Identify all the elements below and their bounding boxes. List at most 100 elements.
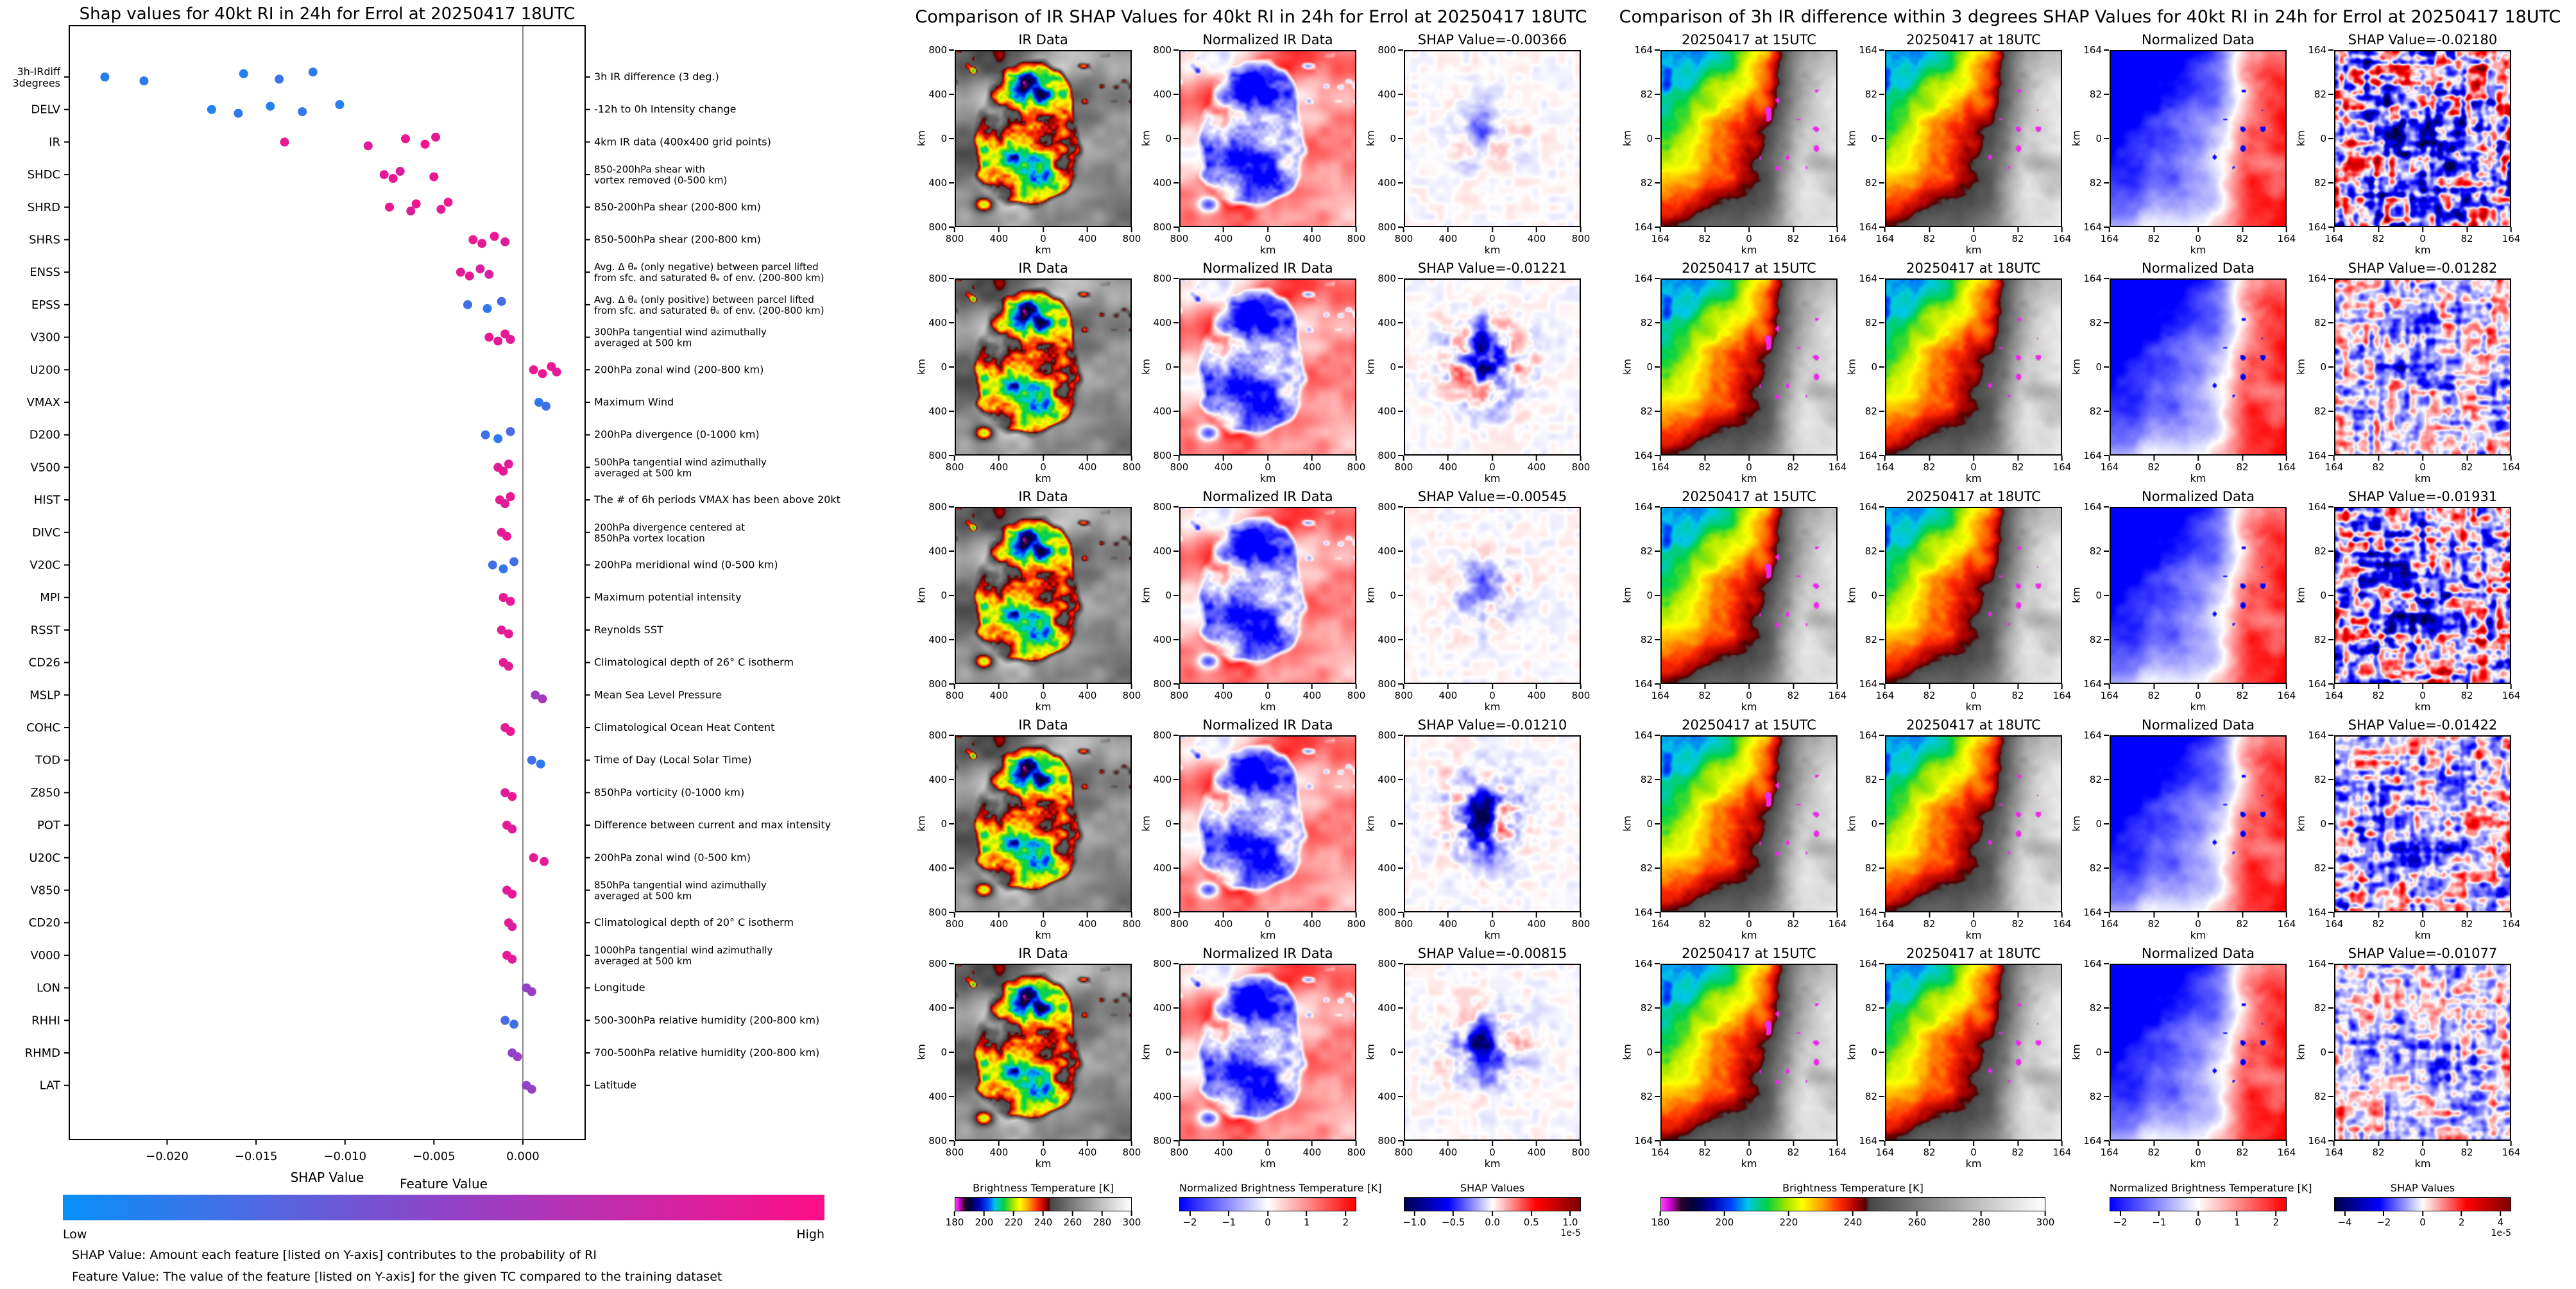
y-ticks: 164 82 0 82 164 — [2307, 958, 2334, 1147]
x-tick: 400 — [989, 912, 1009, 930]
x-axis-label: km — [2190, 244, 2206, 256]
y-tick: 82 — [2089, 545, 2110, 557]
nir-canvas — [1181, 965, 1355, 1140]
y-tick: 82 — [2089, 634, 2110, 645]
normalized-data-panel: Normalized Data km 164 82 0 82 164 164 82 0 82 164 k… — [2070, 488, 2296, 713]
x-axis-label: km — [1741, 244, 1757, 256]
shap-point — [484, 269, 494, 279]
colorbar-inner: SHAP Values −1.0 −0.5 0.0 0.5 1.0 1e-5 — [1403, 1182, 1581, 1238]
feature-label: D200 — [30, 429, 60, 442]
x-axis-label: SHAP Value — [291, 1170, 364, 1185]
y-ticks: 164 82 0 82 164 — [2307, 501, 2334, 690]
ir-18utc-panel: 20250417 at 18UTC km 164 82 0 82 164 164 82 0 82 16… — [1845, 259, 2072, 485]
y-tick: 82 — [1864, 177, 1885, 189]
y-axis-label: km — [1139, 1044, 1152, 1061]
x-tick: 800 — [1122, 1141, 1141, 1158]
y-tick: 800 — [1378, 44, 1403, 56]
feature-label: VMAX — [27, 396, 61, 409]
colorbar-label: SHAP Values — [1460, 1182, 1525, 1194]
x-tick: 800 — [1170, 227, 1189, 244]
y-tick: 0 — [2095, 590, 2109, 601]
y-ticks: 164 82 0 82 164 — [1858, 44, 1885, 233]
colorbar-ir: Brightness Temperature [K] 180 200 220 240 26… — [1621, 1182, 2070, 1238]
shap-point — [484, 332, 494, 342]
x-tick: 800 — [1394, 227, 1413, 244]
x-tick: 164 — [2277, 227, 2296, 244]
x-tick: 82 — [2147, 684, 2160, 701]
shap-point — [488, 560, 497, 570]
y-tick: 0 — [941, 361, 954, 373]
x-tick: 164 — [1651, 227, 1670, 244]
image-frame — [1179, 50, 1356, 227]
image-row: IR Data km 800 400 0 400 800 800 400 0 400 800 km Nor… — [915, 31, 1604, 257]
y-tick: 164 — [2083, 1135, 2109, 1147]
image-frame — [2334, 50, 2511, 227]
y-ticks: 164 82 0 82 164 — [1633, 958, 1660, 1147]
x-tick: 0 — [1265, 456, 1271, 473]
feature-description: 4km IR data (400x400 grid points) — [594, 135, 771, 148]
feature-label: 3h-IRdiff — [17, 65, 61, 78]
y-tick: 0 — [1646, 361, 1660, 373]
x-tick: 0 — [1746, 1141, 1752, 1158]
shap-value-panel: SHAP Value=-0.00815 km 800 400 0 400 800 800 400… — [1364, 944, 1591, 1170]
x-tick: 0 — [2195, 1141, 2201, 1158]
x-axis-label: km — [2414, 472, 2431, 484]
x-tick: 164 — [2052, 456, 2072, 473]
feature-description: averaged at 500 km — [594, 955, 692, 967]
x-tick: 164 — [1651, 1141, 1670, 1158]
y-tick: 82 — [2314, 1002, 2334, 1014]
x-tick: 82 — [2011, 1141, 2024, 1158]
colorbar-label: SHAP Values — [2390, 1182, 2455, 1194]
x-tick: 0 — [2419, 684, 2426, 701]
shap-point — [482, 303, 492, 313]
y-tick: 164 — [2308, 221, 2333, 233]
y-tick: 164 — [2083, 44, 2109, 56]
shap-point — [475, 264, 485, 274]
x-tick: 400 — [1438, 456, 1458, 473]
y-tick: 164 — [2083, 273, 2109, 284]
feature-label: U200 — [30, 363, 60, 377]
shap-point — [385, 202, 394, 212]
x-tick-label: −0.010 — [323, 1150, 366, 1163]
feature-label: LON — [37, 982, 60, 995]
x-tick: 82 — [2236, 456, 2249, 473]
x-tick: 800 — [1571, 227, 1591, 244]
x-tick: 0 — [1040, 684, 1046, 701]
y-tick: 800 — [928, 221, 954, 233]
colorbar-tick: −0.5 — [1442, 1211, 1465, 1228]
feature-description: Mean Sea Level Pressure — [594, 688, 722, 701]
feature-label: V000 — [30, 949, 60, 962]
x-axis-label: km — [1259, 701, 1276, 713]
y-tick: 164 — [1859, 501, 1884, 513]
y-tick: 82 — [2314, 774, 2334, 785]
feature-description: Climatological depth of 26° C isotherm — [594, 656, 794, 669]
image-row: 20250417 at 15UTC km 164 82 0 82 164 164 82 0 82 16… — [1621, 259, 2576, 485]
shap-point — [504, 662, 513, 671]
y-axis-label: km — [1364, 815, 1377, 832]
x-axis-label: km — [1965, 244, 1982, 256]
y-tick: 164 — [1634, 678, 1660, 690]
shap-mid-canvas — [1405, 280, 1580, 454]
x-tick: 800 — [945, 227, 964, 244]
y-axis-label: km — [915, 587, 928, 604]
colorbar-tick: 240 — [1843, 1211, 1863, 1228]
image-frame — [955, 50, 1132, 227]
y-tick: 0 — [2320, 1046, 2333, 1058]
y-tick: 0 — [1390, 133, 1403, 144]
y-ticks: 800 400 0 400 800 — [928, 501, 955, 690]
feature-description: Latitude — [594, 1079, 636, 1091]
y-tick: 0 — [1871, 361, 1884, 373]
colorbar-tick: −2 — [1182, 1211, 1197, 1228]
y-tick: 0 — [1871, 818, 1884, 830]
y-tick: 400 — [1378, 405, 1403, 417]
feature-description: Reynolds SST — [594, 624, 663, 636]
x-tick: 0 — [1265, 1141, 1271, 1158]
image-frame — [2334, 964, 2511, 1141]
image-frame — [2334, 507, 2511, 684]
y-axis-label: km — [1139, 130, 1152, 147]
feature-description: 200hPa divergence (0-1000 km) — [594, 429, 760, 441]
y-tick: 0 — [1390, 590, 1403, 601]
y-tick: 164 — [1634, 44, 1660, 56]
panel-title: SHAP Value=-0.00545 — [1417, 489, 1567, 504]
y-axis-label: km — [2070, 1044, 2083, 1061]
